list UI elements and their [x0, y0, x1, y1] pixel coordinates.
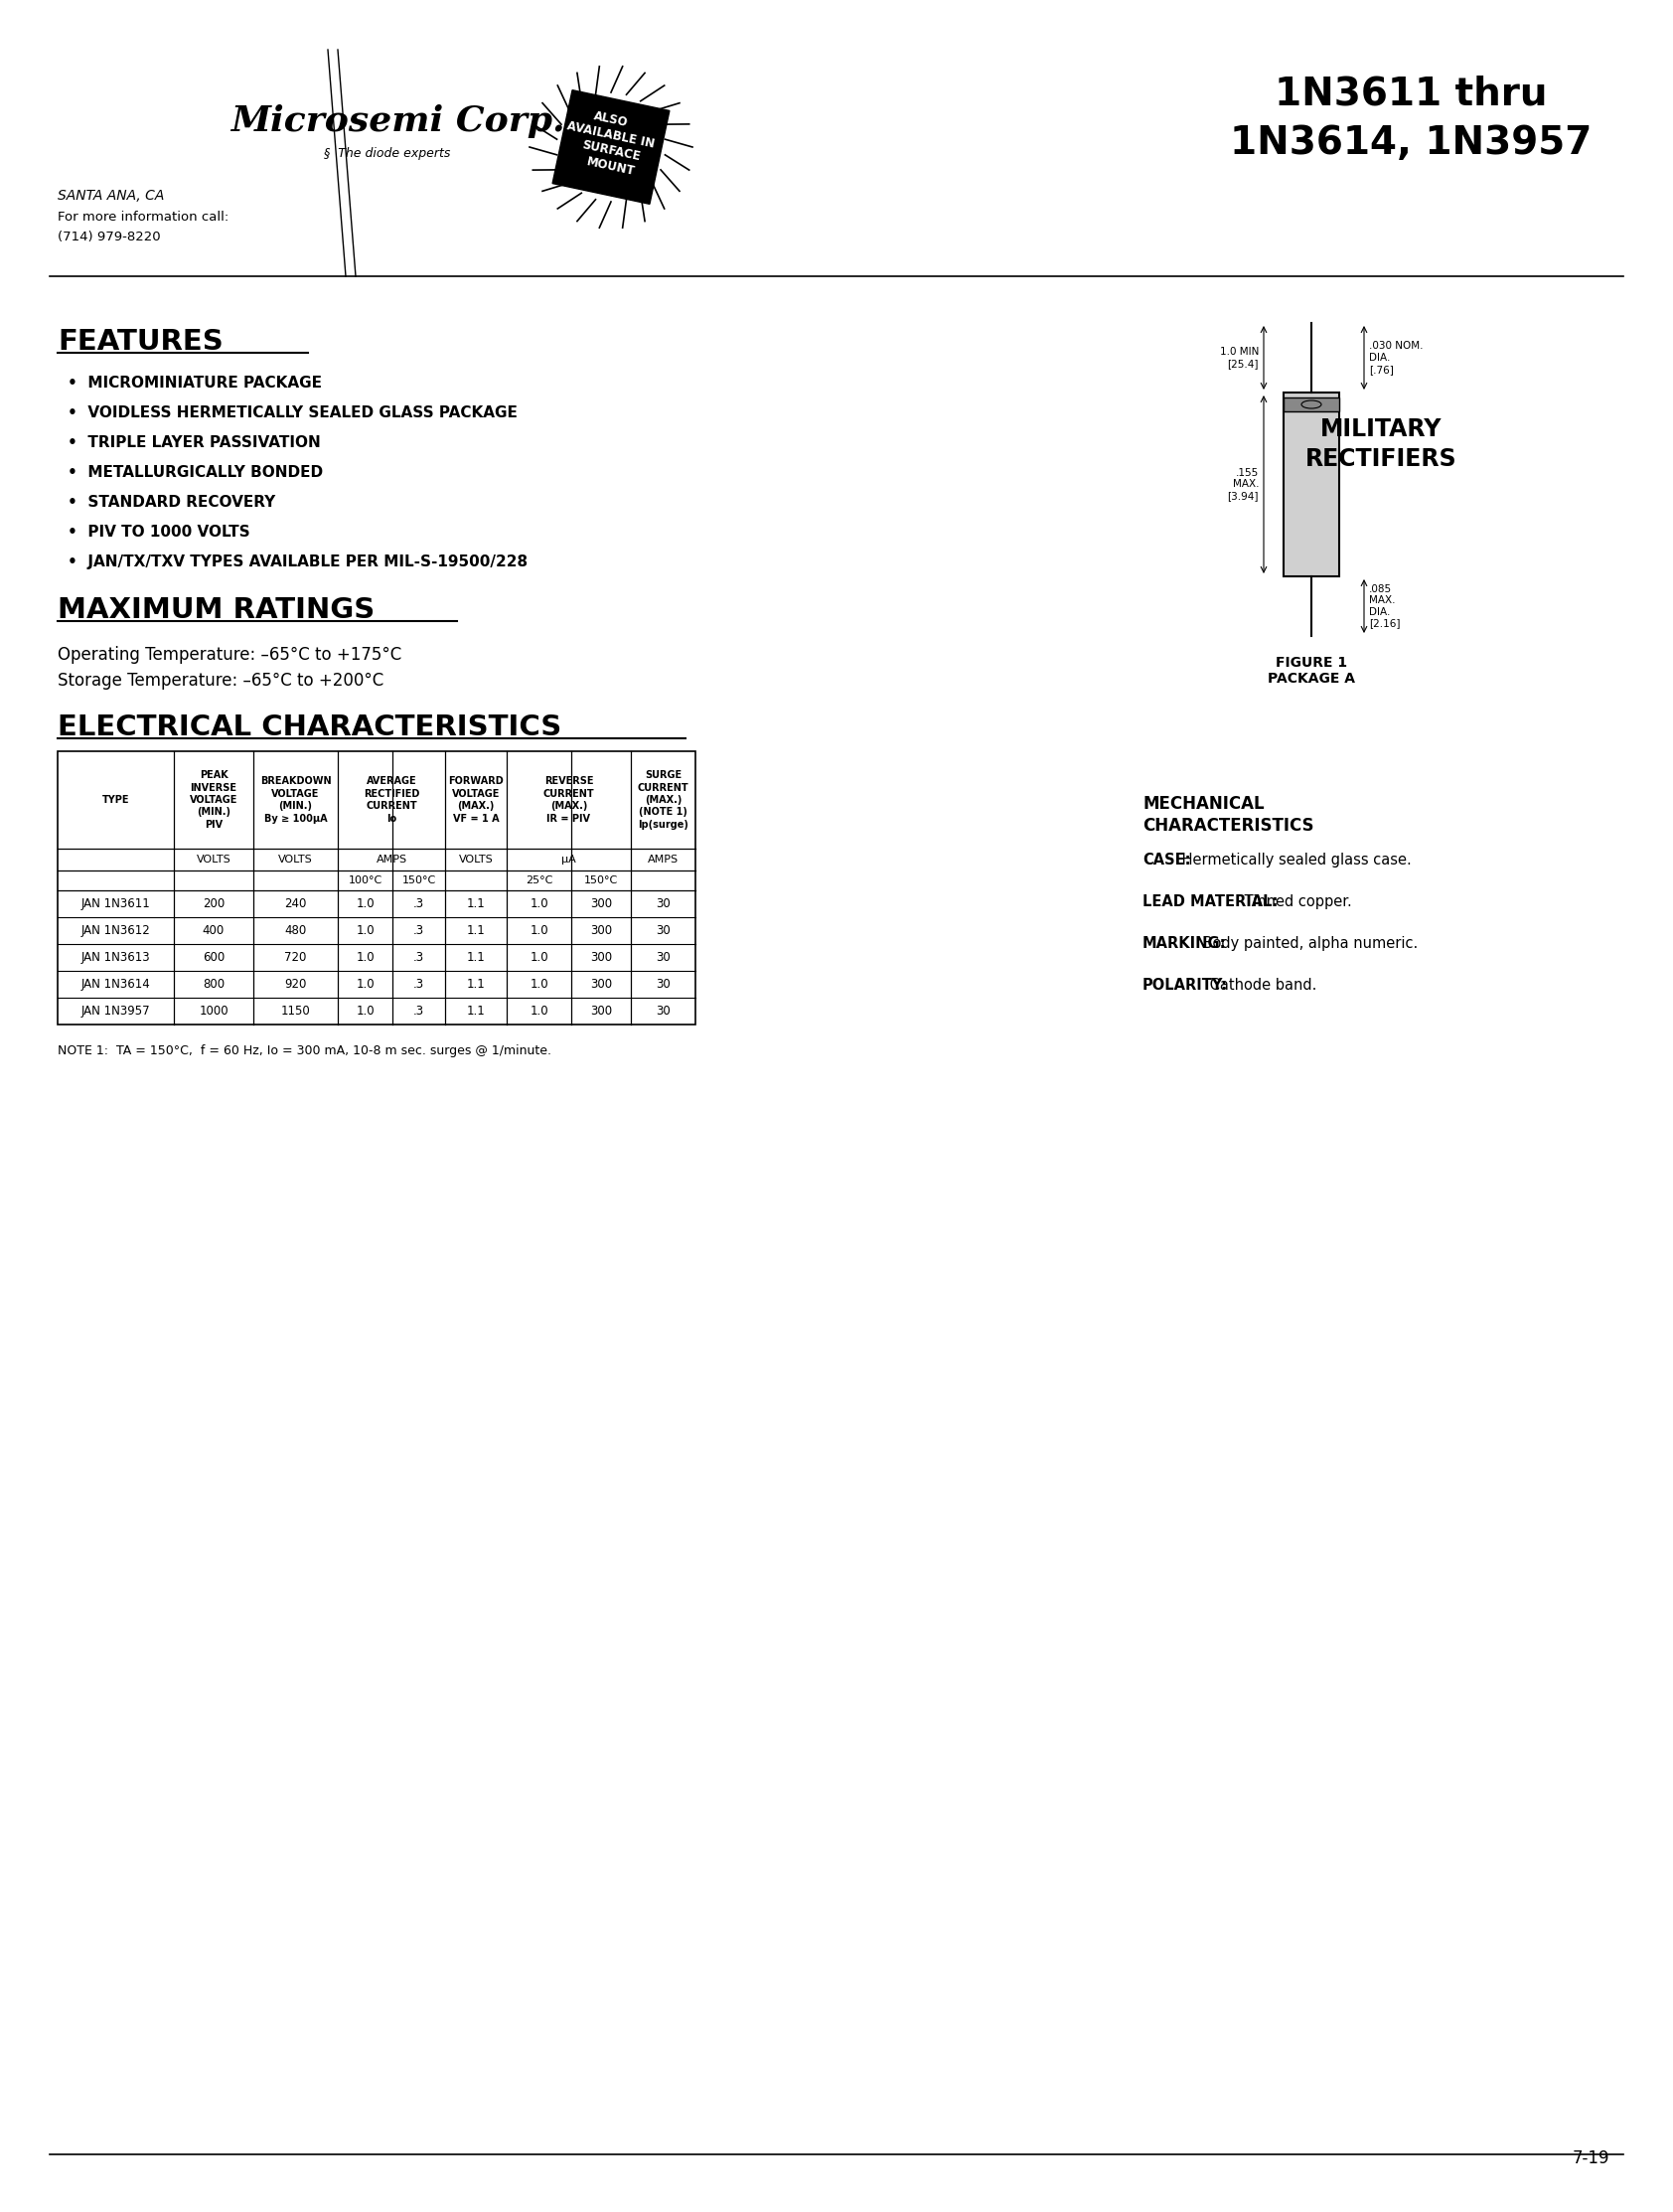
Text: •  VOIDLESS HERMETICALLY SEALED GLASS PACKAGE: • VOIDLESS HERMETICALLY SEALED GLASS PAC… [67, 405, 517, 420]
Text: MOUNT: MOUNT [586, 155, 636, 179]
Text: .155
MAX.
[3.94]: .155 MAX. [3.94] [1228, 469, 1258, 500]
Text: Cathode band.: Cathode band. [1205, 978, 1317, 993]
Text: AMPS: AMPS [647, 854, 679, 865]
Text: 30: 30 [656, 978, 671, 991]
Text: 920: 920 [284, 978, 306, 991]
Text: 1.0: 1.0 [530, 978, 549, 991]
Text: MECHANICAL
CHARACTERISTICS: MECHANICAL CHARACTERISTICS [1143, 794, 1313, 834]
Text: 400: 400 [202, 925, 224, 938]
Text: 1.0: 1.0 [530, 951, 549, 964]
Text: 1.0: 1.0 [356, 1004, 375, 1018]
Ellipse shape [1302, 400, 1322, 409]
Text: 1.0: 1.0 [356, 951, 375, 964]
Text: JAN 1N3614: JAN 1N3614 [80, 978, 151, 991]
Text: .3: .3 [413, 978, 425, 991]
Text: JAN 1N3611: JAN 1N3611 [80, 898, 151, 911]
Text: 7-19: 7-19 [1573, 2150, 1609, 2168]
Text: MILITARY: MILITARY [1320, 418, 1442, 440]
Text: •  MICROMINIATURE PACKAGE: • MICROMINIATURE PACKAGE [67, 376, 321, 392]
Text: Operating Temperature: –65°C to +175°C: Operating Temperature: –65°C to +175°C [57, 646, 402, 664]
Text: MAXIMUM RATINGS: MAXIMUM RATINGS [57, 597, 375, 624]
Text: •  TRIPLE LAYER PASSIVATION: • TRIPLE LAYER PASSIVATION [67, 436, 321, 451]
Text: 1000: 1000 [199, 1004, 228, 1018]
Text: VOLTS: VOLTS [196, 854, 231, 865]
Text: Microsemi Corp.: Microsemi Corp. [231, 104, 564, 137]
Text: 200: 200 [202, 898, 224, 911]
Text: 30: 30 [656, 925, 671, 938]
Text: VOLTS: VOLTS [278, 854, 313, 865]
Text: SURFACE: SURFACE [581, 139, 641, 164]
Text: 300: 300 [591, 951, 612, 964]
Text: JAN 1N3957: JAN 1N3957 [82, 1004, 151, 1018]
Text: 150°C: 150°C [402, 876, 435, 885]
Text: 150°C: 150°C [584, 876, 617, 885]
Text: TYPE: TYPE [102, 794, 129, 805]
Text: 300: 300 [591, 898, 612, 911]
Text: 1.1: 1.1 [467, 978, 485, 991]
Text: 1.0: 1.0 [530, 925, 549, 938]
Text: Hermetically sealed glass case.: Hermetically sealed glass case. [1178, 852, 1412, 867]
Text: 800: 800 [202, 978, 224, 991]
Text: 1N3614, 1N3957: 1N3614, 1N3957 [1230, 124, 1591, 161]
Polygon shape [552, 91, 669, 204]
Text: AVAILABLE IN: AVAILABLE IN [565, 119, 656, 150]
Text: μA: μA [562, 854, 576, 865]
Text: AMPS: AMPS [376, 854, 407, 865]
Text: .3: .3 [413, 898, 425, 911]
Text: 300: 300 [591, 1004, 612, 1018]
Text: 600: 600 [202, 951, 224, 964]
Text: JAN 1N3612: JAN 1N3612 [80, 925, 151, 938]
Text: 25°C: 25°C [525, 876, 552, 885]
Text: 1.1: 1.1 [467, 898, 485, 911]
Text: •  STANDARD RECOVERY: • STANDARD RECOVERY [67, 495, 276, 509]
Text: 1N3611 thru: 1N3611 thru [1275, 75, 1548, 113]
Text: •  METALLURGICALLY BONDED: • METALLURGICALLY BONDED [67, 465, 323, 480]
Text: MARKING:: MARKING: [1143, 936, 1226, 951]
Text: 30: 30 [656, 951, 671, 964]
Text: FIGURE 1
PACKAGE A: FIGURE 1 PACKAGE A [1268, 655, 1355, 686]
Text: RECTIFIERS: RECTIFIERS [1305, 447, 1457, 471]
Text: Tinned copper.: Tinned copper. [1240, 894, 1352, 909]
Text: SANTA ANA, CA: SANTA ANA, CA [57, 188, 164, 204]
Text: (714) 979-8220: (714) 979-8220 [57, 230, 161, 243]
Text: •  PIV TO 1000 VOLTS: • PIV TO 1000 VOLTS [67, 524, 249, 540]
Text: 1.0: 1.0 [356, 978, 375, 991]
Text: 1.0: 1.0 [530, 898, 549, 911]
Text: POLARITY:: POLARITY: [1143, 978, 1228, 993]
Text: .3: .3 [413, 925, 425, 938]
Text: LEAD MATERIAL:: LEAD MATERIAL: [1143, 894, 1278, 909]
Text: PEAK
INVERSE
VOLTAGE
(MIN.)
PIV: PEAK INVERSE VOLTAGE (MIN.) PIV [189, 770, 238, 830]
Text: AVERAGE
RECTIFIED
CURRENT
Io: AVERAGE RECTIFIED CURRENT Io [363, 776, 420, 823]
Text: VOLTS: VOLTS [458, 854, 494, 865]
Text: ELECTRICAL CHARACTERISTICS: ELECTRICAL CHARACTERISTICS [57, 714, 562, 741]
Text: FORWARD
VOLTAGE
(MAX.)
VF = 1 A: FORWARD VOLTAGE (MAX.) VF = 1 A [448, 776, 504, 823]
Text: 30: 30 [656, 898, 671, 911]
Text: 1.0: 1.0 [356, 898, 375, 911]
Text: FEATURES: FEATURES [57, 327, 223, 356]
Text: BREAKDOWN
VOLTAGE
(MIN.)
By ≥ 100μA: BREAKDOWN VOLTAGE (MIN.) By ≥ 100μA [259, 776, 331, 823]
Text: NOTE 1:  TA = 150°C,  f = 60 Hz, Io = 300 mA, 10-8 m sec. surges @ 1/minute.: NOTE 1: TA = 150°C, f = 60 Hz, Io = 300 … [57, 1044, 552, 1057]
Text: .3: .3 [413, 951, 425, 964]
Text: •  JAN/TX/TXV TYPES AVAILABLE PER MIL-S-19500/228: • JAN/TX/TXV TYPES AVAILABLE PER MIL-S-1… [67, 555, 527, 568]
Text: §  The diode experts: § The diode experts [325, 146, 450, 159]
Text: .3: .3 [413, 1004, 425, 1018]
Text: REVERSE
CURRENT
(MAX.)
IR = PIV: REVERSE CURRENT (MAX.) IR = PIV [544, 776, 594, 823]
Text: Storage Temperature: –65°C to +200°C: Storage Temperature: –65°C to +200°C [57, 672, 383, 690]
Text: 720: 720 [284, 951, 306, 964]
Text: 100°C: 100°C [348, 876, 381, 885]
Text: 300: 300 [591, 978, 612, 991]
Text: .085
MAX.
DIA.
[2.16]: .085 MAX. DIA. [2.16] [1369, 584, 1400, 628]
Bar [1283, 392, 1338, 577]
Text: For more information call:: For more information call: [57, 210, 229, 223]
Text: SURGE
CURRENT
(MAX.)
(NOTE 1)
Ip(surge): SURGE CURRENT (MAX.) (NOTE 1) Ip(surge) [637, 770, 689, 830]
Text: 1.1: 1.1 [467, 951, 485, 964]
Text: ALSO: ALSO [592, 108, 629, 128]
Text: 300: 300 [591, 925, 612, 938]
Text: JAN 1N3613: JAN 1N3613 [82, 951, 151, 964]
Text: 240: 240 [284, 898, 306, 911]
Text: 1.0 MIN
[25.4]: 1.0 MIN [25.4] [1220, 347, 1258, 369]
Text: Body painted, alpha numeric.: Body painted, alpha numeric. [1198, 936, 1419, 951]
Text: 1.1: 1.1 [467, 1004, 485, 1018]
Bar [57, 752, 696, 1024]
Text: 30: 30 [656, 1004, 671, 1018]
